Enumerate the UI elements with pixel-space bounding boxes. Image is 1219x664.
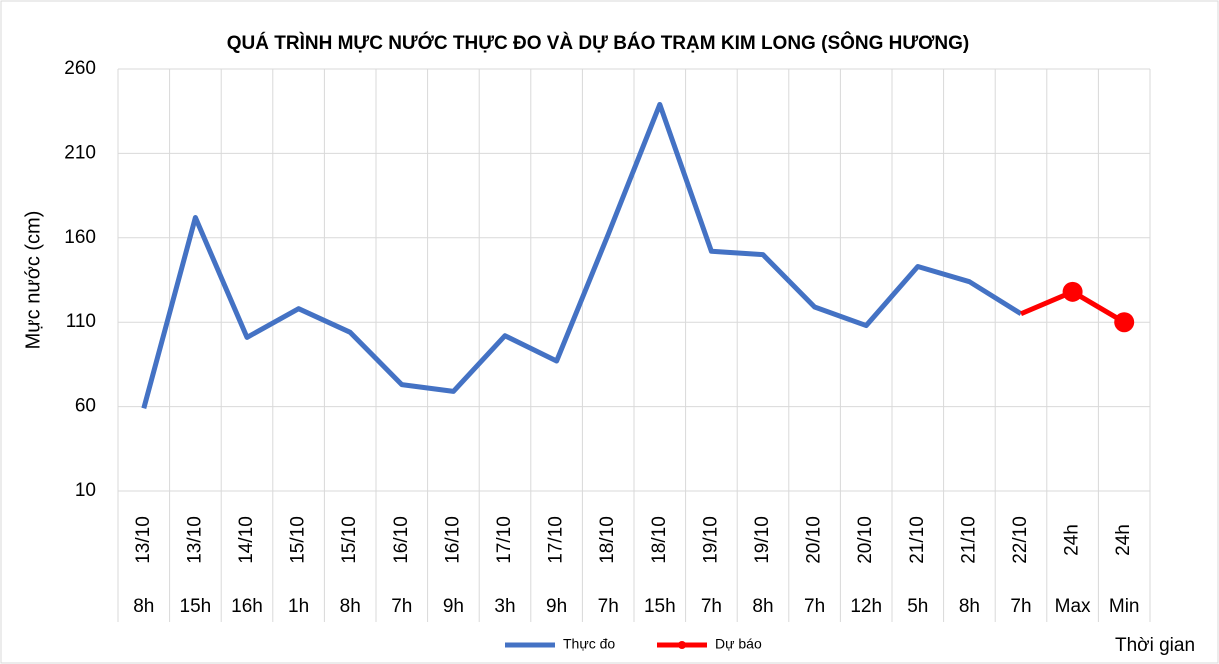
x-tick-label: 19/10 [700,516,721,564]
y-tick-label: 210 [64,142,96,163]
x-subtick-label: 3h [494,596,515,617]
x-subtick-label: 8h [752,596,773,617]
x-subtick-label: 8h [340,596,361,617]
x-subtick-label: 7h [598,596,619,617]
x-tick-label: 18/10 [597,516,618,564]
x-subtick-label: 12h [850,596,882,617]
chart-title: QUÁ TRÌNH MỰC NƯỚC THỰC ĐO VÀ DỰ BÁO TRẠ… [227,32,969,54]
x-tick-label: 20/10 [855,516,876,564]
legend-label: Thực đo [563,636,615,652]
x-tick-label: 22/10 [1010,516,1031,564]
x-subtick-label: 5h [907,596,928,617]
y-tick-label: 110 [66,311,96,332]
x-subtick-label: 8h [959,596,980,617]
x-subtick-label: 16h [231,596,263,617]
x-tick-label: 20/10 [804,516,825,564]
x-tick-label: 14/10 [236,516,257,564]
y-tick-label: 60 [75,396,96,417]
x-tick-label: 15/10 [288,516,309,564]
y-tick-label: 260 [64,58,96,79]
x-subtick-label: 7h [701,596,722,617]
x-tick-label: 21/10 [907,516,928,564]
legend-label: Dự báo [715,636,762,652]
x-tick-label: 13/10 [184,516,205,564]
x-tick-label: 16/10 [391,516,412,564]
x-tick-label: 13/10 [133,516,154,564]
series-marker [1062,281,1083,302]
x-subtick-label: 9h [546,596,567,617]
x-subtick-label: 7h [804,596,825,617]
x-tick-label: 17/10 [494,516,515,564]
x-tick-label: 15/10 [339,516,360,564]
x-subtick-label: 7h [1010,596,1031,617]
x-subtick-label: Max [1055,596,1091,617]
x-tick-label: 24h [1113,524,1134,556]
x-subtick-label: 15h [180,596,212,617]
x-subtick-label: 9h [443,596,464,617]
x-tick-label: 16/10 [442,516,463,564]
x-subtick-label: 1h [288,596,309,617]
x-tick-label: 24h [1062,524,1083,556]
y-axis-label: Mực nước (cm) [22,211,44,350]
series-line [141,101,1023,409]
x-axis-label: Thời gian [1115,635,1195,656]
x-subtick-label: 15h [644,596,676,617]
series-marker [1114,312,1135,333]
y-tick-label: 10 [75,480,96,501]
y-tick-label: 160 [64,227,96,248]
x-tick-label: 17/10 [546,516,567,564]
x-subtick-label: 7h [391,596,412,617]
legend-marker [678,641,686,649]
x-subtick-label: 8h [133,596,154,617]
x-subtick-label: Min [1109,596,1140,617]
x-tick-label: 18/10 [649,516,670,564]
x-tick-label: 21/10 [958,516,979,564]
x-tick-label: 19/10 [752,516,773,564]
